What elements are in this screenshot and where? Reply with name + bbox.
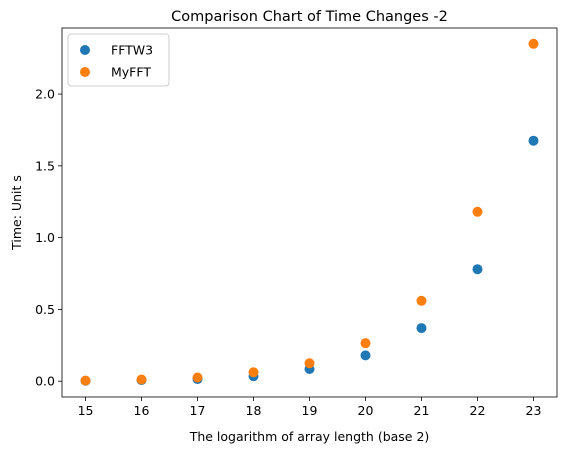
data-point-fftw3 xyxy=(472,264,483,275)
x-tick-label: 20 xyxy=(358,403,374,418)
x-axis-ticks: 15 16 17 18 19 20 21 22 23 xyxy=(78,397,542,418)
legend-box xyxy=(67,33,170,87)
x-tick-label: 23 xyxy=(526,403,542,418)
y-axis-ticks: 0.0 0.5 1.0 1.5 2.0 xyxy=(35,87,62,389)
data-point-myfft xyxy=(360,338,371,349)
data-point-myfft xyxy=(416,295,427,306)
legend-marker-myfft xyxy=(80,67,90,77)
y-tick-label: 2.0 xyxy=(35,87,55,102)
plot-frame xyxy=(61,27,558,398)
y-tick-label: 1.0 xyxy=(35,230,55,245)
data-point-myfft xyxy=(248,367,259,378)
x-tick-label: 18 xyxy=(246,403,262,418)
legend: FFTW3 MyFFT xyxy=(67,33,170,87)
chart-title: Comparison Chart of Time Changes -2 xyxy=(171,9,448,25)
y-tick-label: 0.5 xyxy=(35,302,55,317)
x-tick-label: 19 xyxy=(302,403,318,418)
data-point-myfft xyxy=(192,372,203,383)
data-points xyxy=(80,38,539,386)
x-tick-label: 16 xyxy=(134,403,150,418)
data-point-fftw3 xyxy=(528,135,539,146)
data-point-myfft xyxy=(80,375,91,386)
data-point-myfft xyxy=(528,38,539,49)
y-tick-label: 1.5 xyxy=(35,158,55,173)
y-axis-label: Time: Unit s xyxy=(9,175,24,251)
legend-marker-fftw3 xyxy=(80,45,90,55)
data-point-myfft xyxy=(304,358,315,369)
legend-label-myfft: MyFFT xyxy=(111,65,151,80)
data-point-myfft xyxy=(136,374,147,385)
x-tick-label: 15 xyxy=(78,403,94,418)
y-tick-label: 0.0 xyxy=(35,374,55,389)
legend-label-fftw3: FFTW3 xyxy=(111,43,153,58)
x-axis-label: The logarithm of array length (base 2) xyxy=(189,429,430,444)
data-point-fftw3 xyxy=(416,323,427,334)
x-tick-label: 22 xyxy=(470,403,486,418)
data-point-myfft xyxy=(472,206,483,217)
x-tick-label: 21 xyxy=(414,403,430,418)
x-tick-label: 17 xyxy=(190,403,206,418)
data-point-fftw3 xyxy=(360,350,371,361)
